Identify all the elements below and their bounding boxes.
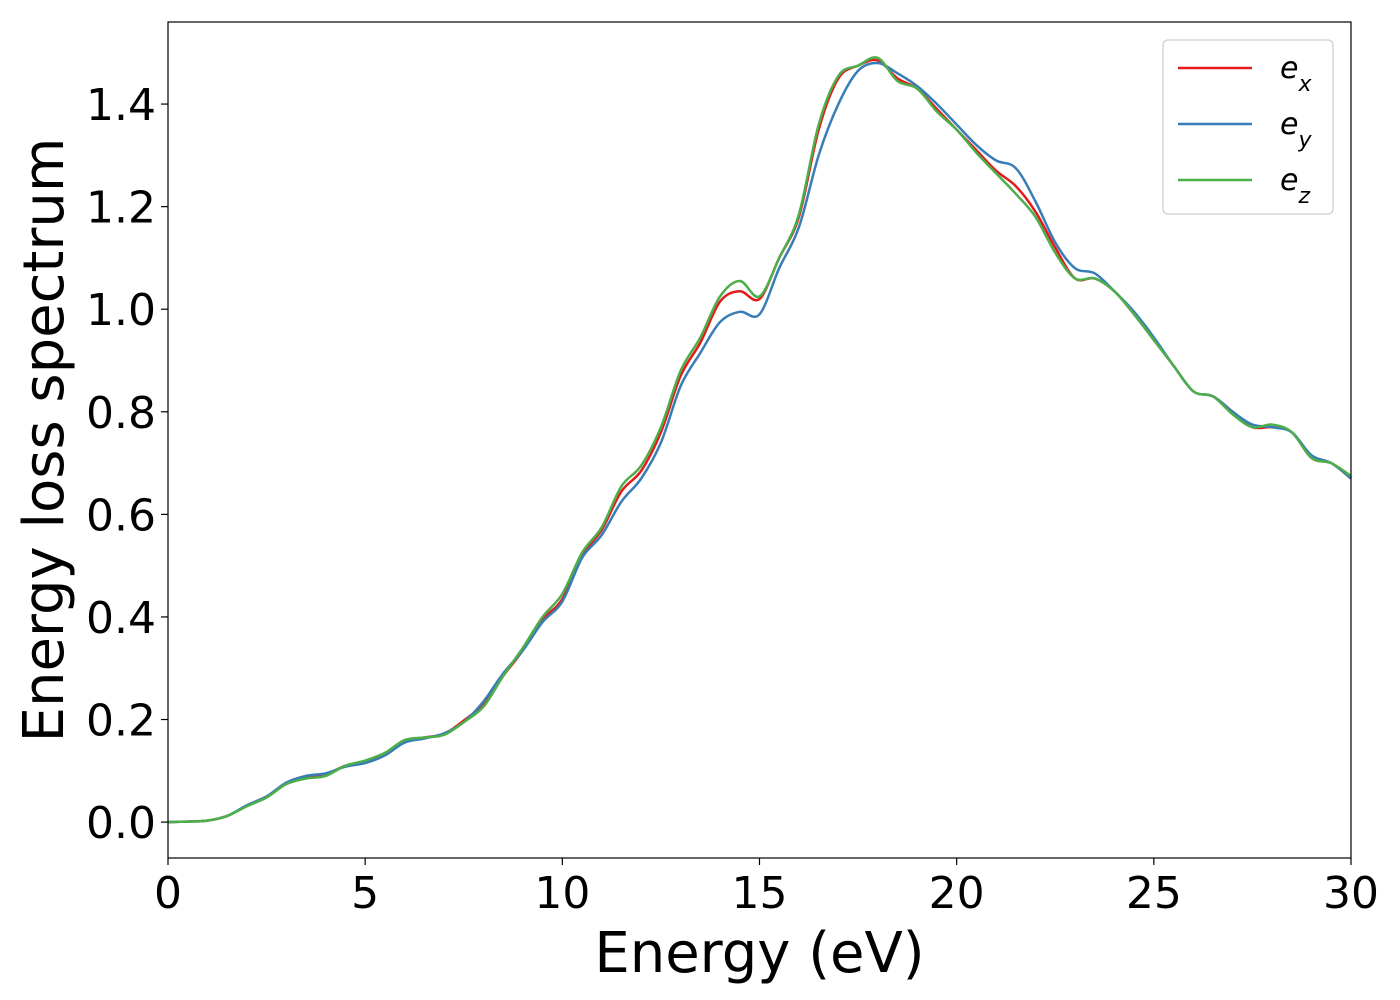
y-tick-label: 0.4: [86, 593, 156, 644]
series-line-ez: [167, 56, 1352, 824]
series-line-ey: [167, 61, 1352, 824]
y-tick-label: 1.0: [86, 285, 156, 336]
legend-label: ey: [1280, 107, 1312, 153]
y-tick-label: 0.6: [86, 490, 156, 541]
y-tick-label: 0.2: [86, 696, 156, 747]
x-tick-label: 5: [351, 868, 379, 919]
y-axis-label: Energy loss spectrum: [12, 138, 77, 743]
legend-label: ez: [1280, 163, 1310, 209]
y-tick-label: 0.8: [86, 388, 156, 439]
y-tick-label: 1.4: [86, 80, 156, 131]
x-tick-label: 15: [732, 868, 788, 919]
x-tick-label: 20: [929, 868, 985, 919]
series-layer: [167, 56, 1352, 824]
y-axis: 0.0 0.2 0.4 0.6 0.8 1.0 1.2 1.4: [86, 80, 168, 849]
y-tick-label: 0.0: [86, 798, 156, 849]
x-tick-label: 30: [1323, 868, 1379, 919]
x-tick-label: 0: [154, 868, 182, 919]
y-tick-label: 1.2: [86, 183, 156, 234]
legend-label: ex: [1280, 51, 1312, 97]
x-axis-label: Energy (eV): [594, 921, 924, 986]
legend: ex ey ez: [1162, 39, 1334, 215]
x-axis: 0 5 10 15 20 25 30: [154, 858, 1379, 919]
x-tick-label: 25: [1126, 868, 1182, 919]
x-tick-label: 10: [534, 868, 590, 919]
legend-box: [1162, 39, 1334, 215]
